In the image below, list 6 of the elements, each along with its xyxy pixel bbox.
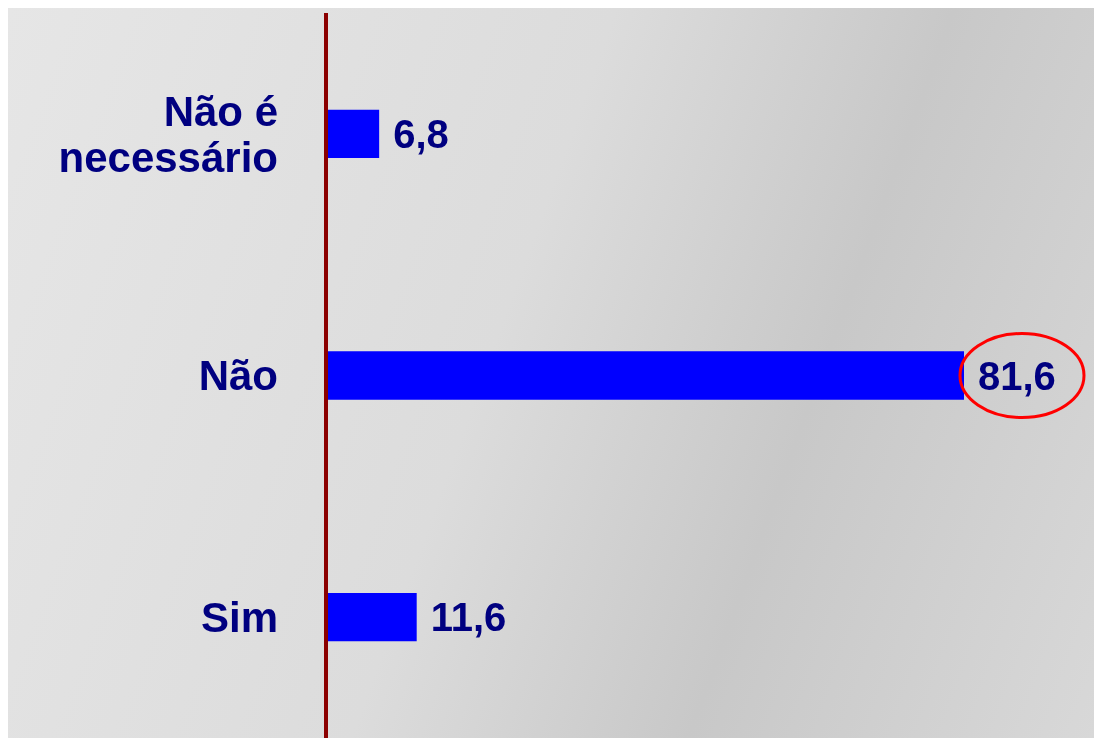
y-tick-label: Não [198,352,278,400]
y-tick-label: Não é necessário [58,87,278,181]
data-label: 81,6 [978,353,1056,398]
y-tick-label: Sim [200,593,278,641]
data-label: 6,8 [393,111,449,156]
data-label: 11,6 [430,595,507,640]
